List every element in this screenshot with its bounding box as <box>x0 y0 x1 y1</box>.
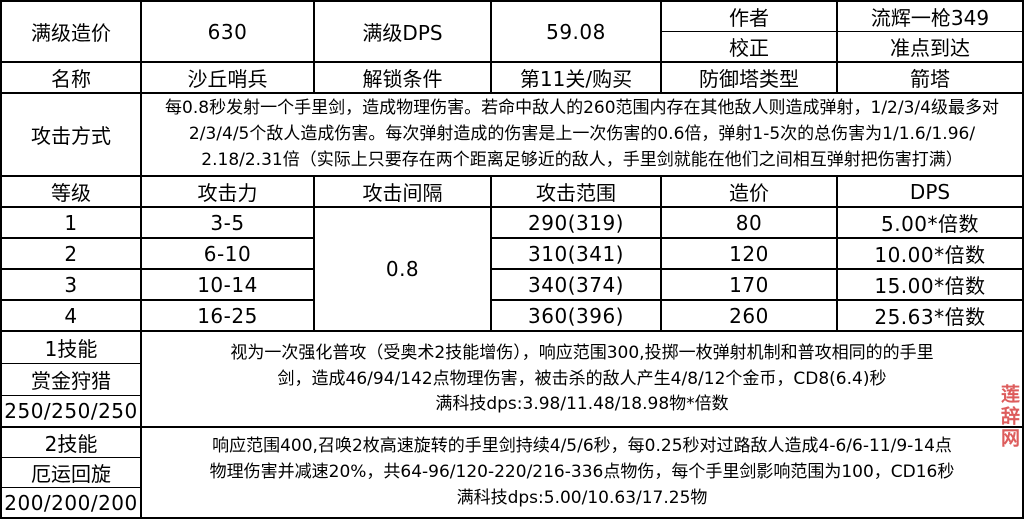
max-dps-label-cell: 满级DPS <box>313 0 492 63</box>
level-cell: 1 <box>0 206 142 240</box>
max-dps-value-cell: 59.08 <box>490 0 662 63</box>
cost-header-cell: 造价 <box>660 175 838 209</box>
tower-type-label-cell: 防御塔类型 <box>660 61 838 94</box>
range-cell: 290(319) <box>490 206 662 240</box>
unlock-value-cell: 第11关/购买 <box>490 61 662 94</box>
attack-cell: 6-10 <box>140 237 315 271</box>
skill2-cost-cell: 200/200/200 <box>0 487 142 519</box>
cost-cell: 260 <box>660 299 838 333</box>
attack-cell: 10-14 <box>140 268 315 302</box>
skill1-cost-cell: 250/250/250 <box>0 394 142 429</box>
skill1-block: 1技能 视为一次强化普攻（受奥术2技能增伤），响应范围300,投掷一枚弹射机制和… <box>0 330 1024 429</box>
level-cell: 4 <box>0 299 142 333</box>
skill2-slot-cell: 2技能 <box>0 426 142 459</box>
skill2-name-cell: 厄运回旋 <box>0 457 142 489</box>
attack-header-cell: 攻击力 <box>140 175 315 209</box>
name-label-cell: 名称 <box>0 61 142 94</box>
attack-cell: 3-5 <box>140 206 315 240</box>
skill2-block: 2技能 响应范围400,召唤2枚高速旋转的手里剑持续4/5/6秒，每0.25秒对… <box>0 426 1024 519</box>
skill1-name-cell: 赏金狩猎 <box>0 362 142 396</box>
attack-cell: 16-25 <box>140 299 315 333</box>
range-cell: 310(341) <box>490 237 662 271</box>
max-cost-value-cell: 630 <box>140 0 315 63</box>
dps-cell: 25.63*倍数 <box>836 299 1024 333</box>
level-row-2: 2 6-10 310(341) 120 10.00*倍数 <box>0 237 1024 271</box>
skill1-slot-cell: 1技能 <box>0 330 142 364</box>
dps-header-cell: DPS <box>836 175 1024 209</box>
level-row-1: 1 3-5 0.8 290(319) 80 5.00*倍数 <box>0 206 1024 333</box>
unlock-label-cell: 解锁条件 <box>313 61 492 94</box>
proofreader-value-cell: 准点到达 <box>836 31 1024 63</box>
proofreader-label-cell: 校正 <box>660 31 838 63</box>
range-header-cell: 攻击范围 <box>490 175 662 209</box>
skill1-description-cell: 视为一次强化普攻（受奥术2技能增伤），响应范围300,投掷一枚弹射机制和普攻相同… <box>140 330 1024 429</box>
tower-type-value-cell: 箭塔 <box>836 61 1024 94</box>
author-value-cell: 流辉一枪349 <box>836 0 1024 32</box>
interval-cell: 0.8 <box>313 206 492 333</box>
dps-cell: 15.00*倍数 <box>836 268 1024 302</box>
interval-header-cell: 攻击间隔 <box>313 175 492 209</box>
name-value-cell: 沙丘哨兵 <box>140 61 315 94</box>
level-header-cell: 等级 <box>0 175 142 209</box>
skill2-description-cell: 响应范围400,召唤2枚高速旋转的手里剑持续4/5/6秒，每0.25秒对过路敌人… <box>140 426 1024 519</box>
level-row-4: 4 16-25 360(396) 260 25.63*倍数 <box>0 299 1024 333</box>
cost-cell: 120 <box>660 237 838 271</box>
level-row-3: 3 10-14 340(374) 170 15.00*倍数 <box>0 268 1024 302</box>
range-cell: 340(374) <box>490 268 662 302</box>
author-label-cell: 作者 <box>660 0 838 32</box>
cost-cell: 80 <box>660 206 838 240</box>
cost-cell: 170 <box>660 268 838 302</box>
level-cell: 3 <box>0 268 142 302</box>
attack-mode-description-cell: 每0.8秒发射一个手里剑，造成物理伤害。若命中敌人的260范围内存在其他敌人则造… <box>140 91 1024 178</box>
attack-mode-label-cell: 攻击方式 <box>0 91 142 178</box>
dps-cell: 10.00*倍数 <box>836 237 1024 271</box>
max-cost-label-cell: 满级造价 <box>0 0 142 63</box>
dps-cell: 5.00*倍数 <box>836 206 1024 240</box>
level-cell: 2 <box>0 237 142 271</box>
range-cell: 360(396) <box>490 299 662 333</box>
